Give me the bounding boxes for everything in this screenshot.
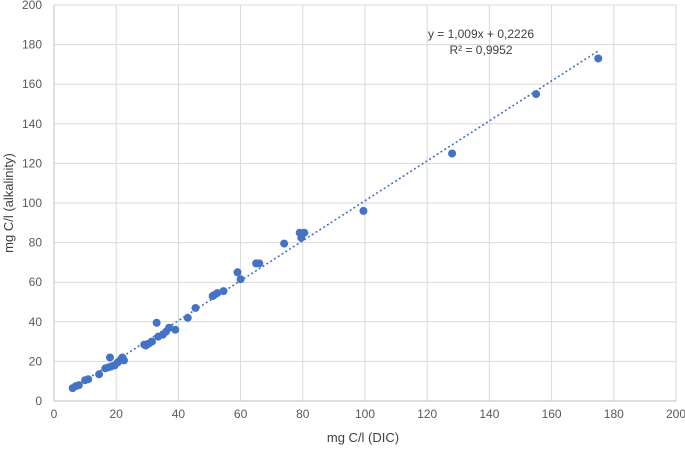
x-tick-label: 120 (417, 407, 437, 421)
x-tick-label: 160 (542, 407, 562, 421)
data-point (119, 356, 128, 365)
data-point (183, 313, 192, 322)
x-axis-title: mg C/l (DIC) (327, 430, 399, 445)
y-tick-label: 160 (22, 77, 42, 91)
trendline-equation: y = 1,009x + 0,2226 (428, 27, 534, 41)
data-point (359, 206, 368, 215)
x-tick-label: 40 (172, 407, 186, 421)
data-point (171, 325, 180, 334)
data-point (448, 149, 457, 158)
x-tick-label: 140 (479, 407, 499, 421)
x-tick-label: 20 (110, 407, 124, 421)
y-tick-label: 140 (22, 117, 42, 131)
data-point (95, 370, 104, 379)
y-tick-label: 100 (22, 196, 42, 210)
x-tick-label: 200 (666, 407, 685, 421)
axis-layer (53, 5, 676, 402)
y-tick-label: 0 (35, 394, 42, 408)
data-point (219, 287, 228, 296)
data-point (280, 239, 289, 248)
data-point (255, 259, 264, 268)
data-point (147, 337, 156, 346)
y-axis-title: mg C/l (alkalinity) (1, 153, 16, 253)
data-point (300, 228, 309, 237)
x-tick-label: 180 (604, 407, 624, 421)
y-tick-label: 180 (22, 38, 42, 52)
data-point (213, 289, 222, 298)
data-point (74, 381, 83, 390)
trendline-r-squared: R² = 0,9952 (449, 43, 512, 57)
data-point (105, 353, 114, 362)
x-tick-label: 60 (234, 407, 248, 421)
data-point (532, 90, 541, 99)
data-point (233, 268, 242, 277)
y-tick-label: 40 (29, 315, 43, 329)
y-tick-label: 80 (29, 236, 43, 250)
data-point (165, 323, 174, 332)
y-tick-label: 200 (22, 0, 42, 12)
data-point (152, 318, 161, 327)
data-point (594, 54, 603, 63)
x-tick-label: 0 (51, 407, 58, 421)
y-tick-label: 60 (29, 275, 43, 289)
y-tick-label: 120 (22, 156, 42, 170)
x-tick-label: 100 (355, 407, 375, 421)
y-tick-label: 20 (29, 354, 43, 368)
x-tick-label: 80 (296, 407, 310, 421)
data-points-layer (68, 54, 603, 393)
data-point (84, 375, 93, 384)
data-point (236, 275, 245, 284)
data-point (191, 303, 200, 312)
